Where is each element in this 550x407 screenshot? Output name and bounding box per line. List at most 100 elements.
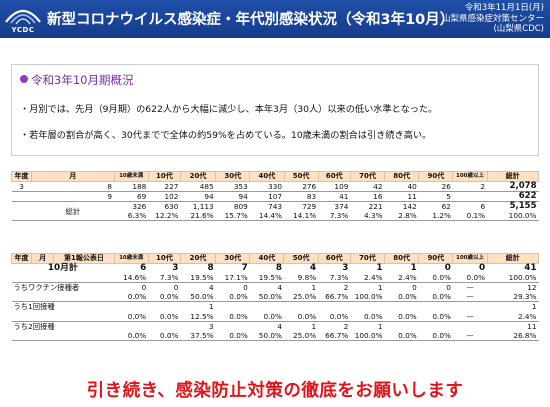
value-cell: — bbox=[466, 283, 474, 293]
total-cell: 2,078 bbox=[509, 181, 537, 191]
pct-cell: 100.0% bbox=[508, 211, 537, 221]
value-cell: 809 bbox=[233, 202, 248, 212]
pct-cell: 2.8% bbox=[398, 211, 417, 221]
value-cell: 11 bbox=[407, 192, 417, 201]
overview-heading-text: 令和3年10月期概況 bbox=[31, 73, 134, 87]
value-cell bbox=[148, 302, 180, 312]
pct-cell: 0.0% bbox=[363, 311, 383, 321]
header-bar: YCDC 新型コロナウイルス感染症・年代別感染状況（令和3年10月） 令和3年1… bbox=[0, 0, 550, 38]
value-cell: 1 bbox=[377, 321, 383, 331]
pct-cell: 100.0% bbox=[354, 330, 383, 340]
pct-cell: 0.0% bbox=[263, 311, 282, 321]
total-cell: 12 bbox=[527, 283, 537, 293]
month-total-row: 10月計 6 3 8 7 8 4 3 1 1 0 0 41 bbox=[12, 264, 539, 274]
value-cell bbox=[453, 192, 487, 202]
value-cell bbox=[284, 302, 318, 312]
total-cell: 11 bbox=[527, 321, 537, 331]
pct-cell: 19.5% bbox=[190, 273, 214, 283]
pct-cell: 12.5% bbox=[190, 311, 214, 321]
value-cell: 1 bbox=[208, 302, 214, 312]
value-cell: 4 bbox=[277, 283, 282, 293]
header-cell: 40代 bbox=[249, 171, 285, 182]
value-cell: 1 bbox=[376, 263, 383, 274]
value-cell: 0 bbox=[412, 283, 417, 293]
header-cell: 総計 bbox=[486, 253, 540, 264]
month-cell: 9 bbox=[107, 192, 113, 201]
header-cell: 50代 bbox=[283, 171, 319, 182]
pct-cell: 0.0% bbox=[159, 330, 179, 340]
pct-cell: — bbox=[466, 311, 474, 321]
vaccinated-row: うちワクチン接種者 0 0 4 0 4 1 2 1 0 0 — 12 bbox=[12, 283, 539, 293]
value-cell: 109 bbox=[334, 182, 349, 191]
header-cell: 10歳未満 bbox=[113, 171, 149, 182]
pct-cell: 29.3% bbox=[513, 292, 537, 302]
pct-cell: 0.0% bbox=[159, 311, 179, 321]
value-cell: 374 bbox=[334, 202, 349, 212]
value-cell: 62 bbox=[441, 202, 451, 212]
table-row: 9 69 102 94 94 107 83 41 16 11 5 622 bbox=[11, 192, 539, 202]
report-date: 令和3年11月1日(月) bbox=[464, 3, 544, 13]
value-cell bbox=[216, 321, 250, 331]
pct-cell: 0.0% bbox=[159, 292, 179, 302]
value-cell: 107 bbox=[268, 192, 282, 201]
value-cell: 743 bbox=[268, 202, 282, 212]
header-meta: 令和3年11月1日(月) 山梨県感染症対策センター (山梨県CDC) bbox=[442, 3, 544, 35]
ycdc-logo-icon bbox=[5, 9, 41, 25]
pct-cell: 0.0% bbox=[432, 273, 451, 283]
organization: 山梨県感染症対策センター bbox=[441, 13, 544, 24]
header-cell: 月 bbox=[31, 253, 55, 264]
pct-cell: 0.0% bbox=[297, 311, 317, 321]
value-cell: 0 bbox=[478, 263, 486, 274]
value-cell: 1 bbox=[377, 283, 383, 293]
value-cell: 0 bbox=[446, 283, 451, 293]
value-cell: 26 bbox=[441, 182, 451, 191]
header-cell: 50代 bbox=[283, 253, 319, 264]
header-cell: 20代 bbox=[179, 253, 217, 264]
overview-heading: 令和3年10月期概況 bbox=[20, 72, 133, 88]
pct-cell: 0.0% bbox=[432, 311, 451, 321]
header-cell: 30代 bbox=[215, 171, 251, 182]
value-cell bbox=[216, 302, 250, 312]
pct-cell: 100.0% bbox=[508, 273, 537, 283]
value-cell bbox=[114, 321, 148, 331]
header-cell: 総計 bbox=[486, 171, 540, 182]
header-cell: 30代 bbox=[215, 253, 251, 264]
value-cell: 4 bbox=[277, 321, 282, 331]
header-cell: 月 bbox=[31, 171, 115, 182]
value-cell bbox=[250, 302, 284, 312]
value-cell bbox=[114, 302, 148, 312]
year-cell bbox=[12, 192, 32, 202]
header-cell: 20代 bbox=[179, 171, 217, 182]
value-cell: 0 bbox=[173, 283, 179, 293]
vaccinated-pct-row: 0.0% 0.0% 50.0% 0.0% 50.0% 25.0% 66.7% 1… bbox=[11, 292, 539, 302]
month-cell: 8 bbox=[107, 182, 113, 191]
value-cell: 3 bbox=[208, 321, 214, 331]
value-cell bbox=[453, 302, 487, 312]
grand-total-pct-row: 6.3% 12.2% 21.6% 15.7% 14.4% 14.1% 7.3% … bbox=[11, 211, 539, 221]
pct-cell: 0.1% bbox=[466, 211, 486, 221]
value-cell: 69 bbox=[136, 192, 147, 201]
value-cell: 8 bbox=[207, 263, 214, 274]
value-cell: 188 bbox=[132, 182, 147, 191]
pct-cell: 19.5% bbox=[258, 273, 282, 283]
pct-cell: 14.6% bbox=[123, 273, 147, 283]
grand-total-row: 総計 326 630 1,113 809 743 729 374 221 142… bbox=[12, 201, 539, 216]
monthly-table: 年度 月 10歳未満 10代 20代 30代 40代 50代 60代 70代 8… bbox=[10, 171, 540, 221]
value-cell: 41 bbox=[339, 192, 349, 201]
overview-box: 令和3年10月期概況 ・月別では、先月（9月期）の622人から大幅に減少し、本年… bbox=[11, 64, 539, 156]
october-table: 年度 月 第1報公表日 10歳未満 10代 20代 30代 40代 50代 60… bbox=[10, 253, 540, 341]
value-cell: 3 bbox=[172, 263, 179, 274]
value-cell: 5 bbox=[446, 192, 451, 201]
pct-cell: 2.4% bbox=[517, 311, 537, 321]
header-cell: 年度 bbox=[10, 253, 33, 264]
pct-cell: 14.1% bbox=[293, 211, 317, 221]
value-cell bbox=[350, 302, 384, 312]
total-cell: 5,155 bbox=[509, 201, 537, 212]
value-cell bbox=[148, 321, 180, 331]
value-cell: 1,113 bbox=[192, 202, 214, 212]
header-cell: 80代 bbox=[384, 171, 420, 182]
value-cell: 40 bbox=[407, 182, 417, 191]
value-cell: 8 bbox=[275, 263, 282, 274]
pct-cell: 25.0% bbox=[292, 330, 317, 340]
pct-cell: 0.0% bbox=[398, 330, 417, 340]
